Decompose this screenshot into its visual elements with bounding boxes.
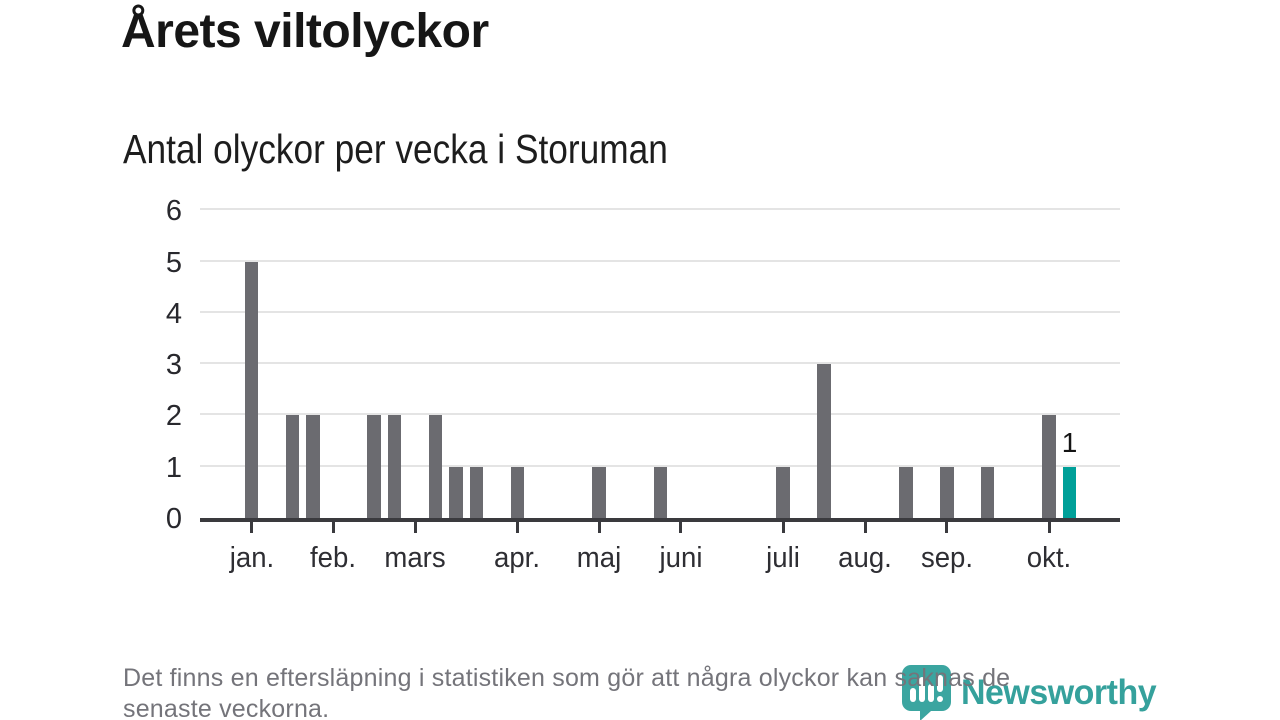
x-axis-label-okt: okt.	[1026, 542, 1072, 574]
newsworthy-logo-text: Newsworthy	[961, 673, 1157, 712]
x-axis-tick-mars	[413, 522, 417, 533]
x-axis-label-aug: aug.	[838, 542, 892, 574]
bar-week-27	[776, 466, 790, 518]
y-axis-label: 5	[165, 246, 182, 279]
gridline-y-1	[200, 464, 1120, 467]
bar-week-18	[592, 466, 606, 518]
bar-week-12	[469, 466, 484, 518]
gridline-y-4	[200, 310, 1120, 313]
x-axis-tick-juli	[781, 522, 785, 533]
x-axis-tick-aug	[863, 522, 867, 533]
x-axis-tick-okt	[1047, 522, 1051, 533]
bar-week-21	[653, 466, 668, 518]
bar-week-33	[899, 466, 913, 518]
footer-note-line: Det finns en eftersläpning i statistiken…	[123, 664, 1011, 692]
bar-week-29	[817, 364, 831, 518]
x-axis-label-sep: sep.	[920, 542, 973, 574]
bar-week-3	[285, 415, 300, 518]
chart-subtitle: Antal olyckor per vecka i Storuman	[123, 126, 668, 172]
x-axis-label-juni: juni	[659, 542, 703, 574]
x-axis-tick-feb	[331, 522, 335, 533]
x-axis-label-feb: feb.	[310, 542, 357, 574]
newsworthy-chart-bubble-icon	[902, 665, 951, 720]
x-axis-label-mars: mars	[384, 542, 446, 574]
bar-week-8	[387, 415, 402, 518]
x-axis-label-maj: maj	[576, 542, 622, 574]
y-axis-label: 1	[165, 451, 182, 484]
bar-week-14	[510, 466, 525, 518]
bar-week-40	[1042, 415, 1056, 518]
y-axis-label: 0	[165, 503, 182, 535]
newsworthy-logo: Newsworthy	[901, 664, 1162, 720]
footer-note: Det finns en eftersläpning i statistiken…	[123, 663, 1010, 720]
bar-week-10	[428, 415, 443, 518]
y-axis-label: 6	[165, 195, 182, 228]
page-title: Årets viltolyckor	[121, 5, 489, 58]
x-axis-tick-maj	[597, 522, 601, 533]
x-axis-tick-jan	[250, 522, 254, 533]
y-axis-label: 3	[165, 349, 182, 382]
x-axis-label-jan: jan.	[229, 542, 274, 574]
x-axis-line	[200, 518, 1120, 522]
gridline-y-5	[200, 259, 1120, 262]
gridline-y-6	[200, 208, 1120, 211]
y-axis-label: 4	[165, 297, 182, 330]
gridline-y-3	[200, 362, 1120, 365]
bar-week-1	[244, 261, 259, 518]
bar-week-35	[940, 466, 954, 518]
x-axis-tick-sep	[945, 522, 949, 533]
bar-week-7	[367, 415, 381, 518]
footer-note-line: senaste veckorna.	[123, 695, 330, 720]
bar-week-37	[980, 466, 995, 518]
gridline-y-2	[200, 413, 1120, 416]
highlighted-bar-value-label: 1	[1061, 426, 1078, 458]
bar-week-4	[306, 415, 320, 518]
x-axis-tick-apr	[515, 522, 519, 533]
bar-week-41-highlighted	[1062, 466, 1077, 518]
x-axis-label-apr: apr.	[494, 542, 541, 574]
y-axis-label: 2	[165, 400, 182, 433]
x-axis-tick-juni	[679, 522, 683, 533]
bar-week-11	[449, 466, 463, 518]
x-axis-label-juli: juli	[766, 542, 801, 574]
